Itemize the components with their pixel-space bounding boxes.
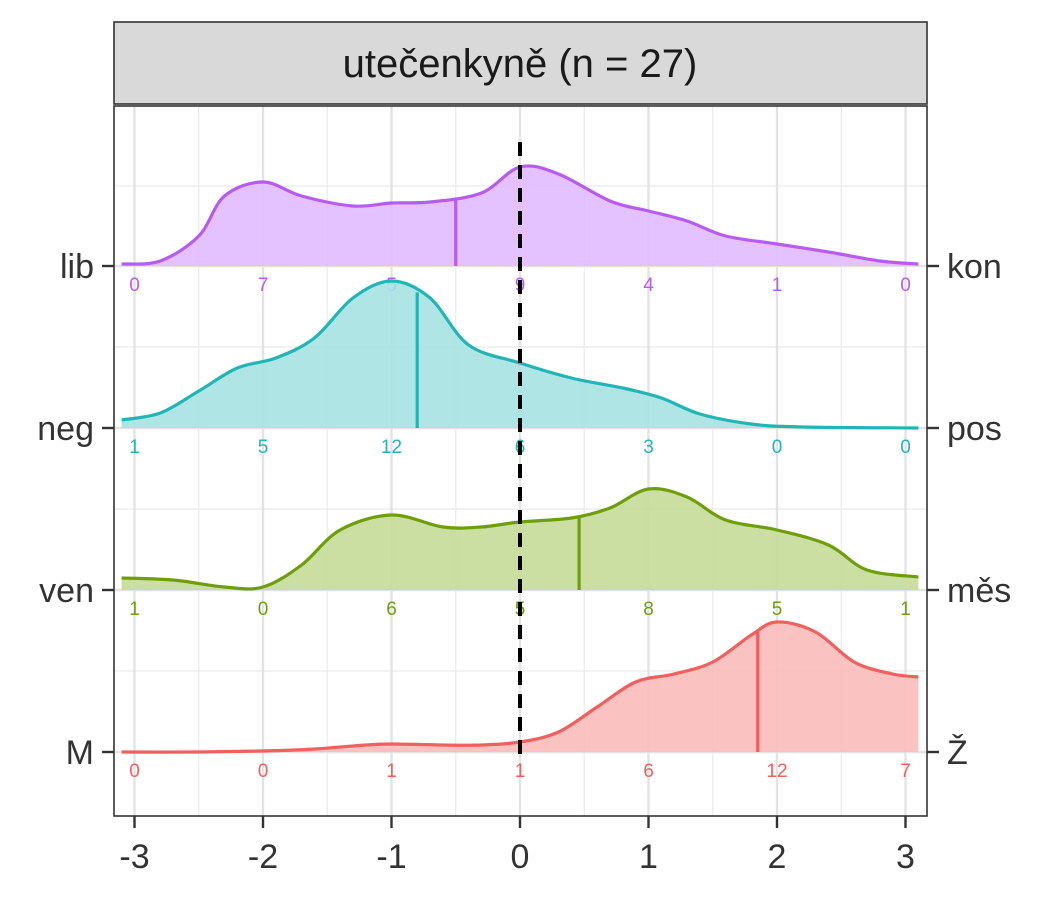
count-label: 6 <box>386 599 397 620</box>
x-tick-label: -3 <box>119 838 149 876</box>
count-label: 0 <box>900 437 911 458</box>
count-label: 12 <box>766 761 787 782</box>
density-line <box>121 620 919 754</box>
count-label: 5 <box>258 437 269 458</box>
chart-title: utečenkyně (n = 27) <box>343 42 698 86</box>
x-tick-label: 1 <box>639 838 658 876</box>
count-label: 0 <box>772 437 783 458</box>
count-label: 7 <box>258 275 269 296</box>
strip-box <box>113 21 928 105</box>
y-label-left: neg <box>37 410 94 448</box>
y-label-right: kon <box>947 248 1002 286</box>
density-line <box>121 164 919 266</box>
count-label: 1 <box>129 437 140 458</box>
density-area <box>121 621 919 753</box>
ridge-M: 0 0 1 1 6 12 7 <box>121 620 919 782</box>
count-label: 1 <box>772 275 783 296</box>
count-label: 1 <box>129 599 140 620</box>
count-label: 1 <box>386 761 397 782</box>
count-label: 0 <box>258 761 269 782</box>
x-tick-label: 0 <box>511 838 530 876</box>
count-label: 5 <box>772 599 783 620</box>
y-label-left: lib <box>60 248 94 286</box>
y-label-left: M <box>66 734 94 772</box>
y-label-right: Ž <box>947 734 968 772</box>
x-tick-label: -1 <box>376 838 406 876</box>
y-label-left: ven <box>39 572 94 610</box>
count-label: 1 <box>900 599 911 620</box>
density-line <box>121 279 919 430</box>
count-label: 0 <box>129 275 140 296</box>
count-label: 3 <box>643 437 654 458</box>
count-label: 0 <box>258 599 269 620</box>
count-label: 1 <box>515 761 526 782</box>
x-tick-label: 3 <box>896 838 915 876</box>
count-label: 7 <box>900 761 911 782</box>
count-label: 8 <box>643 599 654 620</box>
y-label-right: měs <box>947 572 1011 610</box>
count-label: 6 <box>643 761 654 782</box>
count-label: 12 <box>381 437 402 458</box>
x-tick-label: -2 <box>248 838 278 876</box>
count-label: 0 <box>900 275 911 296</box>
count-label: 0 <box>129 761 140 782</box>
count-label: 4 <box>643 275 654 296</box>
x-tick-label: 2 <box>768 838 787 876</box>
y-label-right: pos <box>947 410 1002 448</box>
density-area <box>121 281 919 428</box>
